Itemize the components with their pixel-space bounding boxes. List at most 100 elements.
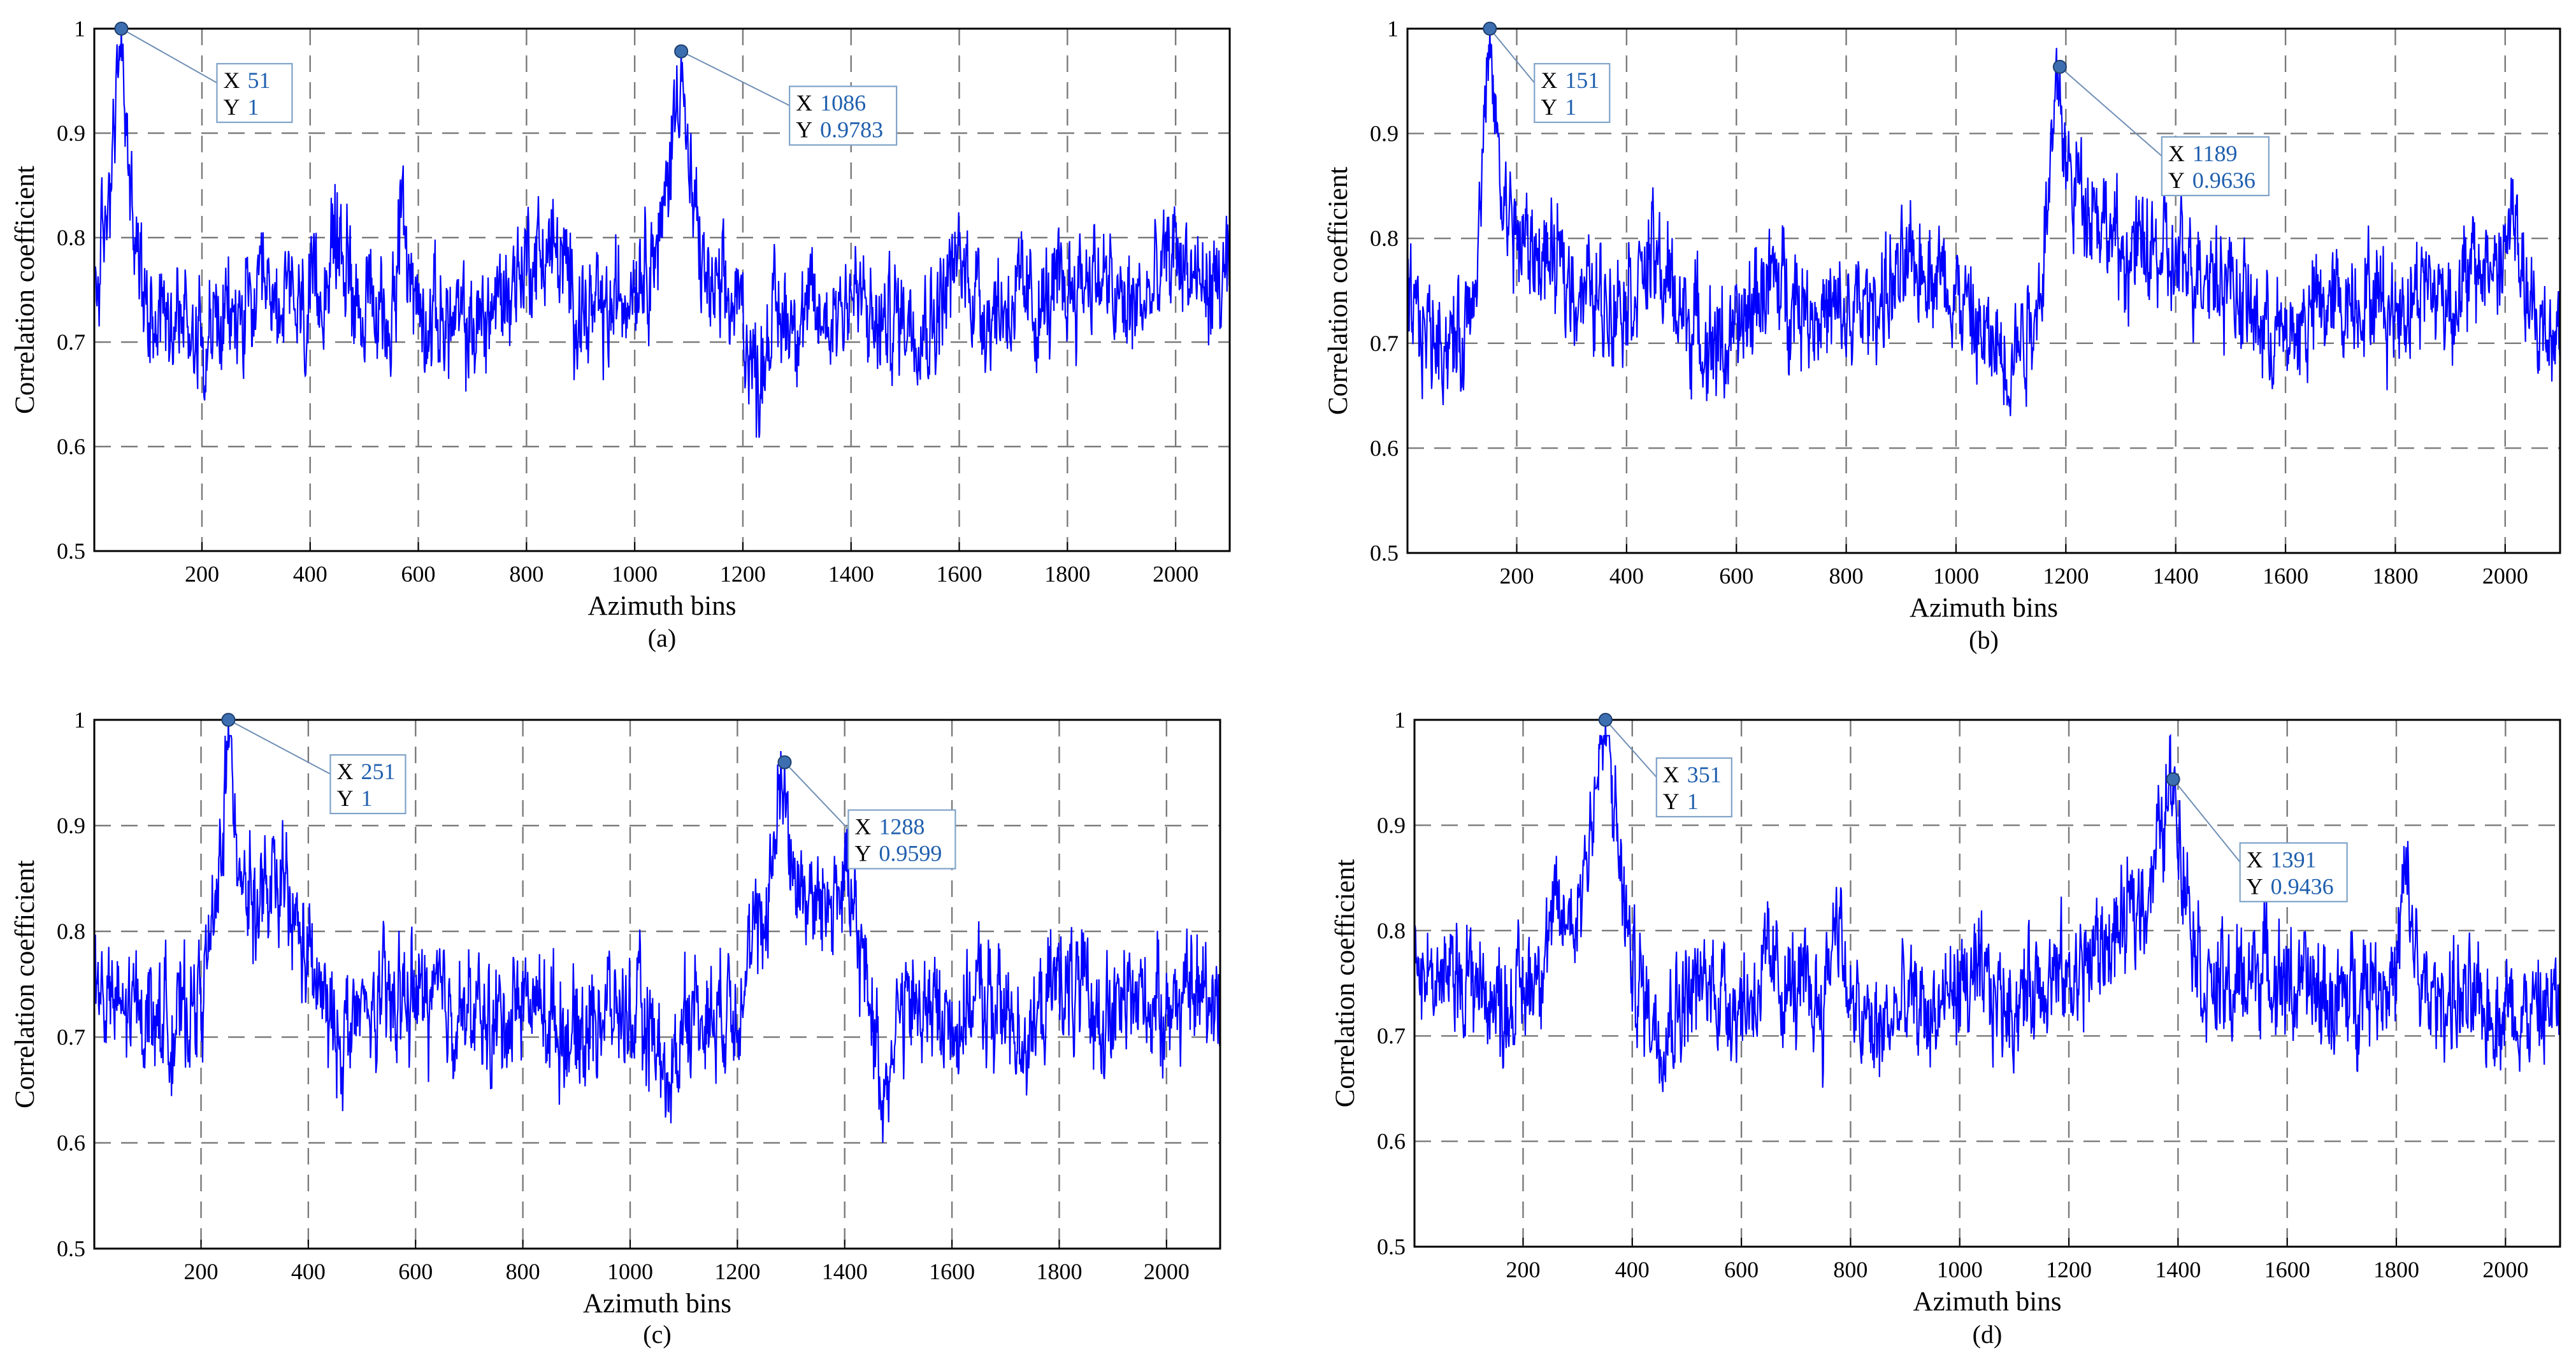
panel-caption: (b) <box>1969 626 1999 654</box>
x-tick-label: 1800 <box>1044 561 1090 587</box>
x-tick-label: 400 <box>1615 1257 1650 1282</box>
data-tip-x-label: X <box>336 759 353 784</box>
data-tip-marker <box>2166 772 2180 787</box>
y-tick-label: 1 <box>1394 707 1406 733</box>
data-tip-y-label: Y <box>1663 789 1680 814</box>
series-line <box>93 28 1231 438</box>
data-tip-x-value: 1288 <box>879 814 925 840</box>
data-tip-x-label: X <box>2247 847 2263 872</box>
data-tip-x-value: 1086 <box>820 90 866 116</box>
x-tick-label: 800 <box>506 1259 540 1284</box>
data-tip-box <box>1534 62 1611 124</box>
data-tip-y-label: Y <box>1541 94 1557 120</box>
series-line <box>1406 28 2561 417</box>
data-tip-y-value: 1 <box>1687 789 1699 814</box>
x-tick-label: 1200 <box>2046 1257 2092 1282</box>
data-tip[interactable]: X 351 Y 1 <box>1598 713 1732 818</box>
data-tip[interactable]: X 1189 Y 0.9636 <box>2052 59 2270 197</box>
data-tip-x-value: 251 <box>361 759 395 784</box>
data-tip-leader <box>680 50 790 106</box>
y-tick-label: 0.5 <box>57 538 85 564</box>
plot-frame <box>93 27 1231 552</box>
x-tick-label: 800 <box>1833 1257 1867 1282</box>
y-tick-label: 0.5 <box>1377 1234 1406 1259</box>
plot-frame <box>1413 719 2561 1248</box>
data-tip-leader <box>2172 778 2241 863</box>
data-tip-x-value: 351 <box>1687 762 1722 787</box>
x-axis-label: Azimuth bins <box>1910 593 2058 623</box>
x-tick-label: 1200 <box>714 1259 760 1284</box>
y-tick-label: 0.6 <box>1370 435 1399 461</box>
panel-caption: (c) <box>643 1320 671 1349</box>
data-tip[interactable]: X 1391 Y 0.9436 <box>2166 772 2348 903</box>
x-tick-label: 2000 <box>2482 1257 2528 1282</box>
data-tip-x-value: 51 <box>247 68 270 93</box>
data-tip-y-label: Y <box>2168 168 2185 193</box>
y-tick-label: 0.7 <box>1377 1023 1406 1049</box>
x-tick-label: 200 <box>184 1259 219 1284</box>
x-tick-label: 1400 <box>822 1259 868 1284</box>
y-tick-label: 1 <box>74 707 85 733</box>
x-tick-label: 1000 <box>1937 1257 1983 1282</box>
x-tick-label: 1400 <box>2153 563 2199 589</box>
x-tick-label: 2000 <box>1144 1259 1190 1284</box>
x-tick-label: 600 <box>401 561 436 587</box>
data-tip-box <box>216 62 293 124</box>
data-tip-x-label: X <box>1541 68 1557 93</box>
plot-frame <box>93 719 1221 1250</box>
y-axis-label: Correlation coefficient <box>10 860 40 1108</box>
data-tip-marker <box>777 755 792 770</box>
y-tick-label: 0.7 <box>57 329 85 355</box>
data-tip[interactable]: X 251 Y 1 <box>221 713 407 815</box>
data-tip-y-value: 0.9783 <box>820 117 883 143</box>
x-tick-label: 1600 <box>2264 1257 2310 1282</box>
x-tick-label: 1600 <box>2263 563 2308 589</box>
x-axis-label: Azimuth bins <box>588 591 737 621</box>
data-tip-marker <box>1598 713 1613 727</box>
x-tick-label: 1800 <box>1036 1259 1082 1284</box>
x-tick-label: 1000 <box>1933 563 1979 589</box>
y-tick-label: 0.7 <box>1370 331 1399 356</box>
data-tip-x-label: X <box>223 68 240 93</box>
y-tick-label: 0.9 <box>1377 812 1406 838</box>
data-tip-leader <box>227 719 331 775</box>
data-tip[interactable]: X 51 Y 1 <box>114 22 293 124</box>
y-tick-label: 0.7 <box>57 1024 85 1050</box>
data-tip-leader <box>1605 719 1657 778</box>
x-tick-label: 400 <box>1609 563 1644 589</box>
data-tip-x-value: 151 <box>1565 68 1599 93</box>
data-tip-y-label: Y <box>796 117 812 143</box>
x-tick-label: 1800 <box>2373 1257 2419 1282</box>
data-tip-leader <box>120 28 217 83</box>
data-tip-y-value: 0.9436 <box>2271 873 2334 899</box>
y-axis-label: Correlation coefficient <box>10 166 40 414</box>
y-tick-label: 0.8 <box>1377 918 1406 943</box>
x-tick-label: 200 <box>1506 1257 1540 1282</box>
data-tip-x-label: X <box>854 814 871 840</box>
data-tip-leader <box>784 761 849 830</box>
x-tick-label: 1800 <box>2372 563 2418 589</box>
x-tick-label: 1200 <box>720 561 766 587</box>
data-tip-box <box>2239 842 2348 903</box>
data-tip-box <box>329 754 407 815</box>
y-tick-label: 0.5 <box>1370 540 1399 566</box>
data-tip[interactable]: X 151 Y 1 <box>1483 22 1611 124</box>
data-tip-marker <box>221 713 236 727</box>
x-tick-label: 1400 <box>828 561 874 587</box>
y-tick-label: 0.6 <box>57 434 85 459</box>
y-tick-label: 0.8 <box>57 919 85 944</box>
x-tick-label: 600 <box>1719 563 1753 589</box>
data-tip-x-value: 1391 <box>2271 847 2317 872</box>
x-tick-label: 600 <box>1724 1257 1759 1282</box>
data-tip[interactable]: X 1086 Y 0.9783 <box>674 44 898 146</box>
data-tip-y-label: Y <box>223 94 240 120</box>
data-tip[interactable]: X 1288 Y 0.9599 <box>777 755 956 870</box>
y-axis-label: Correlation coefficient <box>1323 167 1353 415</box>
data-tip-y-label: Y <box>336 785 353 811</box>
y-tick-label: 0.9 <box>57 120 85 146</box>
x-tick-label: 400 <box>291 1259 326 1284</box>
series-line <box>93 719 1221 1143</box>
